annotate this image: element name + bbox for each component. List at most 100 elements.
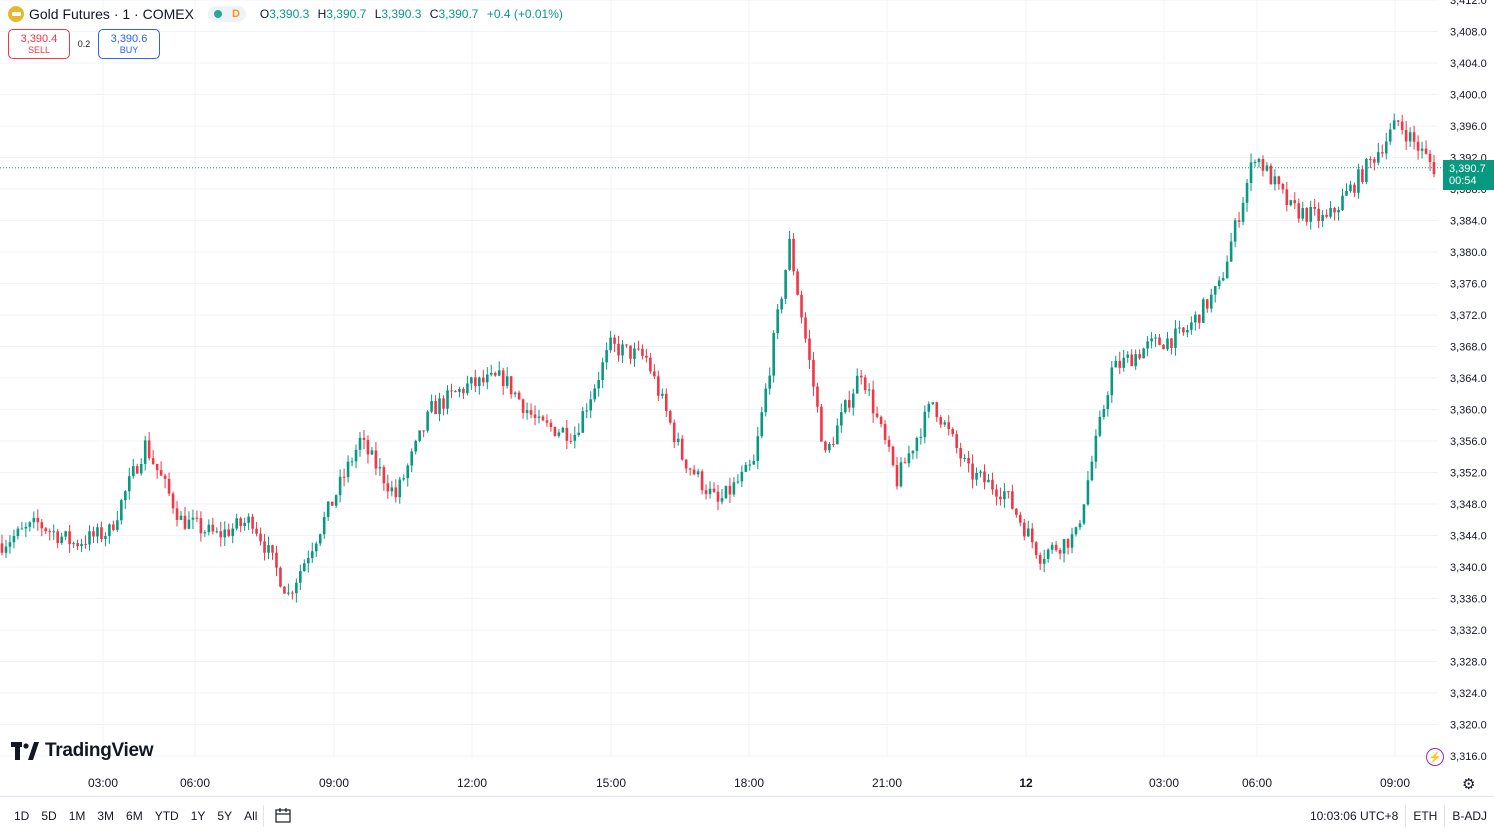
candle-body — [808, 338, 811, 360]
candle-body — [362, 437, 366, 440]
candle-body — [191, 517, 195, 520]
settings-gear-icon[interactable]: ⚙ — [1462, 776, 1476, 793]
candle-body — [24, 526, 28, 529]
candle-body — [613, 337, 616, 344]
candle-body — [1138, 354, 1141, 359]
candle-body — [171, 493, 175, 509]
candle-body — [446, 390, 449, 409]
lightning-icon[interactable]: ⚡ — [1426, 748, 1444, 766]
candle-body — [1130, 354, 1133, 367]
candle-body — [633, 348, 636, 359]
candle-body — [310, 551, 314, 559]
y-tick-label: 3,344.0 — [1450, 531, 1487, 543]
candle-body — [931, 402, 935, 404]
candle-body — [1094, 435, 1098, 462]
candle-body — [207, 524, 211, 533]
calendar-icon[interactable] — [274, 807, 292, 825]
y-tick-label: 3,404.0 — [1450, 58, 1487, 70]
candle-body — [275, 552, 278, 568]
session-toggle[interactable]: ETH — [1413, 808, 1438, 823]
candle-body — [1301, 208, 1305, 219]
session-info: 10:03:06 UTC+8 ETH B-ADJ — [1303, 797, 1494, 834]
candle-body — [1058, 550, 1062, 554]
candle-body — [700, 471, 704, 491]
candle-body — [1170, 338, 1173, 348]
range-5d[interactable]: 5D — [41, 808, 57, 823]
candle-body — [680, 438, 684, 460]
candle-body — [637, 348, 640, 350]
candle-body — [239, 518, 242, 527]
candle-body — [621, 344, 624, 356]
candle-body — [1015, 508, 1018, 515]
candle-body — [135, 466, 139, 474]
range-5y[interactable]: 5Y — [217, 808, 233, 823]
candle-body — [1019, 514, 1022, 523]
candle-body — [1106, 395, 1110, 410]
candle-body — [863, 377, 867, 391]
candle-body — [752, 460, 756, 465]
candle-body — [672, 422, 676, 443]
range-6m[interactable]: 6M — [126, 808, 143, 823]
candle-body — [183, 515, 187, 529]
candle-body — [505, 376, 509, 386]
y-tick-label: 3,332.0 — [1450, 625, 1487, 637]
sell-button[interactable]: 3,390.4 SELL — [8, 29, 70, 59]
candle-body — [159, 470, 163, 476]
candle-body — [48, 531, 52, 533]
range-1m[interactable]: 1M — [68, 808, 86, 823]
candle-body — [1217, 280, 1221, 287]
market-status-pill[interactable]: D — [207, 6, 246, 22]
candle-body — [470, 377, 473, 384]
candle-body — [708, 488, 712, 494]
candle-body — [1313, 206, 1316, 209]
candle-body — [1245, 182, 1249, 203]
candle-body — [581, 411, 585, 433]
candle-body — [147, 440, 151, 459]
range-ytd[interactable]: YTD — [154, 808, 179, 823]
candle-body — [299, 571, 302, 583]
candle-body — [525, 410, 529, 413]
candle-body — [1134, 354, 1137, 367]
candle-body — [1257, 158, 1261, 163]
candle-body — [545, 420, 549, 423]
candle-body — [1098, 416, 1102, 436]
range-3m[interactable]: 3M — [97, 808, 115, 823]
candle-body — [1070, 534, 1074, 548]
candle-body — [895, 465, 899, 487]
candle-body — [971, 463, 974, 480]
candle-body — [1011, 491, 1014, 509]
adjustment-toggle[interactable]: B-ADJ — [1452, 808, 1487, 823]
y-tick-label: 3,328.0 — [1450, 657, 1487, 669]
symbol-title[interactable]: Gold Futures · 1 · COMEX — [29, 6, 194, 22]
candle-body — [923, 411, 927, 437]
candle-body — [1054, 544, 1058, 551]
candle-body — [955, 434, 958, 448]
candle-body — [939, 417, 943, 425]
buy-price: 3,390.6 — [110, 33, 148, 45]
range-all[interactable]: All — [244, 808, 258, 823]
candle-body — [1110, 367, 1114, 396]
candle-body — [1237, 220, 1241, 222]
range-1y[interactable]: 1Y — [190, 808, 206, 823]
candle-body — [1154, 337, 1157, 339]
tradingview-logo[interactable]: TradingView — [11, 740, 154, 762]
buy-button[interactable]: 3,390.6 BUY — [98, 29, 160, 59]
candle-body — [139, 463, 143, 474]
candle-body — [891, 446, 895, 466]
range-1d[interactable]: 1D — [14, 808, 30, 823]
sell-price: 3,390.4 — [20, 33, 58, 45]
candle-body — [330, 501, 334, 506]
candle-body — [943, 422, 947, 425]
x-tick-label: 21:00 — [872, 776, 902, 790]
candle-body — [847, 400, 851, 408]
candle-body — [1198, 314, 1201, 323]
clock-time[interactable]: 10:03:06 UTC+8 — [1309, 808, 1399, 823]
candle-body — [1150, 338, 1153, 342]
bottom-toolbar: 1D 5D 1M 3M 6M YTD 1Y 5Y All 10:03:06 UT… — [0, 796, 1494, 834]
candle-body — [326, 501, 330, 517]
candle-body — [108, 524, 111, 537]
candle-body — [1126, 354, 1130, 358]
candle-body — [1353, 184, 1356, 193]
